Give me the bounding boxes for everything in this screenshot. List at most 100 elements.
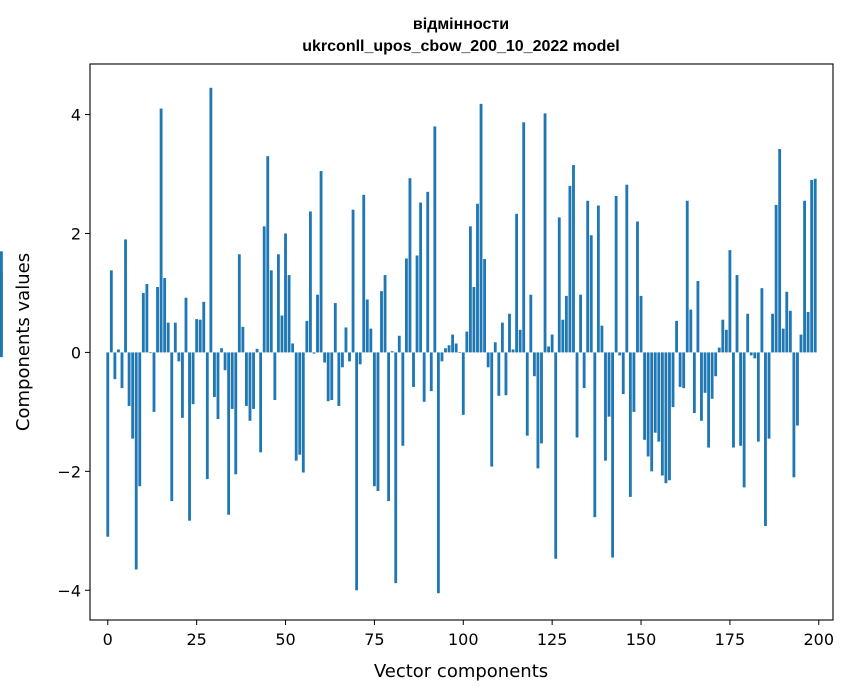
bar — [106, 352, 110, 537]
y-tick-label: 4 — [71, 106, 81, 125]
chart-title: відмінности — [413, 16, 509, 33]
bar — [422, 352, 426, 402]
bar — [141, 292, 145, 353]
bar — [170, 352, 174, 502]
bar — [397, 335, 401, 353]
bar — [490, 352, 494, 467]
bar — [788, 310, 792, 353]
bar — [358, 352, 362, 365]
bar — [785, 291, 789, 353]
bar — [710, 352, 714, 399]
bar — [191, 352, 195, 405]
bar — [778, 149, 782, 353]
bar — [461, 352, 465, 415]
bar — [333, 303, 337, 353]
bar — [689, 309, 693, 353]
bar — [156, 286, 159, 353]
bar — [383, 275, 387, 353]
x-tick-label: 175 — [715, 630, 746, 649]
bar — [440, 352, 444, 362]
bar — [703, 352, 707, 393]
bar — [760, 288, 764, 353]
bar — [707, 352, 710, 448]
bar — [337, 352, 341, 406]
bar — [668, 352, 671, 481]
bar — [749, 352, 753, 356]
bar — [678, 352, 682, 387]
bar — [621, 352, 625, 395]
bar — [465, 331, 469, 353]
bar — [479, 103, 483, 353]
bar — [660, 352, 664, 476]
bar — [593, 352, 597, 518]
bar — [124, 239, 127, 353]
bar — [810, 179, 814, 353]
bar — [323, 352, 327, 363]
bar — [390, 351, 394, 353]
bar — [131, 352, 135, 439]
bar — [284, 233, 287, 353]
bar — [650, 352, 654, 472]
bar — [547, 346, 551, 353]
bar — [781, 328, 785, 353]
bar — [774, 204, 778, 353]
bar — [216, 352, 220, 420]
bar — [643, 352, 646, 440]
bar — [735, 275, 739, 353]
bar — [220, 348, 223, 353]
bar — [596, 205, 600, 353]
bar — [586, 200, 590, 353]
bar — [582, 352, 586, 389]
bar — [159, 108, 163, 353]
bar — [682, 352, 686, 389]
bar — [614, 196, 618, 353]
bar — [202, 301, 206, 353]
bar — [664, 352, 668, 484]
chart-subtitle: ukrconll_upos_cbow_200_10_2022 model — [302, 38, 619, 55]
bar — [458, 352, 462, 354]
bar — [433, 126, 437, 353]
bar — [369, 328, 373, 353]
bar — [504, 352, 508, 396]
bar — [326, 352, 330, 402]
x-tick-label: 150 — [626, 630, 657, 649]
bar — [799, 334, 803, 353]
bar — [134, 352, 138, 570]
bar — [639, 295, 643, 353]
x-tick-label: 125 — [537, 630, 568, 649]
bar — [230, 352, 234, 409]
bar — [273, 352, 277, 400]
bar — [209, 87, 213, 353]
bar — [753, 352, 757, 359]
bar — [419, 202, 423, 353]
bar — [429, 352, 433, 392]
bar — [532, 352, 536, 377]
bar — [163, 278, 167, 353]
bar — [308, 211, 312, 353]
bar — [166, 322, 170, 353]
bar — [344, 327, 348, 353]
x-tick-label: 50 — [275, 630, 295, 649]
bar — [756, 352, 760, 442]
bar — [117, 349, 120, 353]
bar — [387, 352, 391, 502]
bar — [173, 322, 177, 353]
bar — [0, 251, 3, 353]
plot-frame — [89, 63, 834, 621]
bar — [365, 299, 369, 353]
bar — [298, 352, 302, 455]
bar — [572, 165, 575, 353]
bar — [472, 286, 476, 353]
bar — [262, 226, 266, 353]
bar — [764, 352, 767, 527]
y-tick-label: 0 — [71, 343, 81, 362]
bar — [245, 352, 248, 406]
bar — [294, 352, 298, 461]
bar — [259, 352, 263, 453]
bar — [348, 352, 351, 362]
bar — [266, 156, 270, 353]
bar — [536, 352, 540, 469]
x-tick-label: 75 — [364, 630, 384, 649]
bar — [493, 342, 497, 353]
bar — [724, 329, 728, 353]
